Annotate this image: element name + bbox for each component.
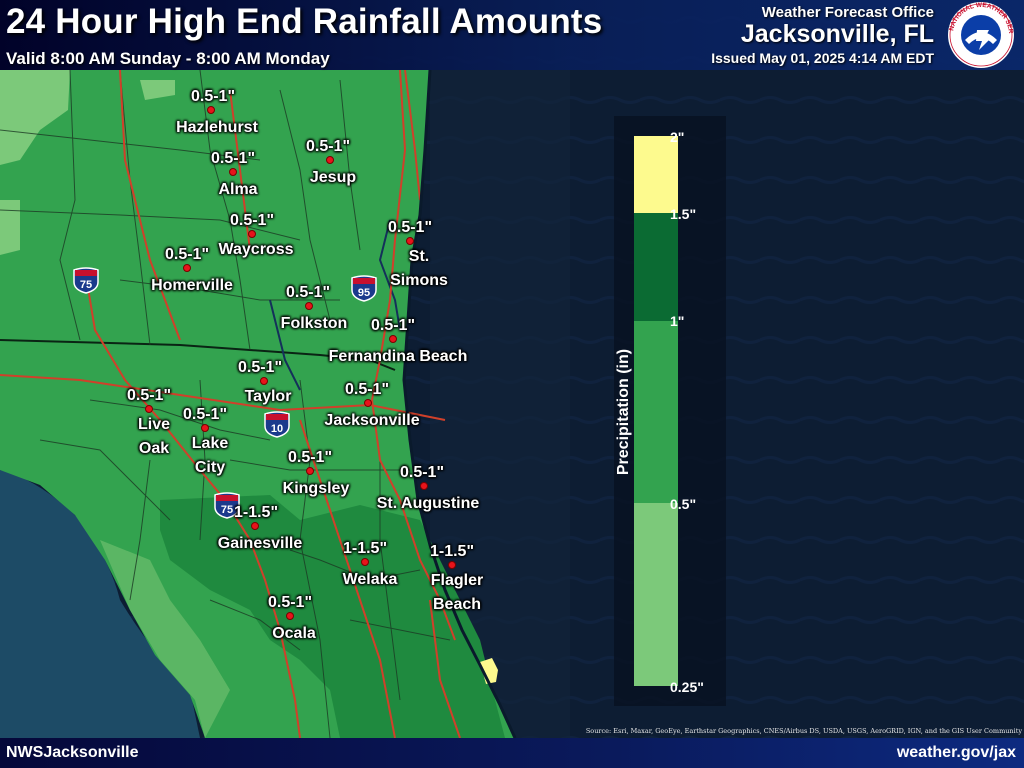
- city-name: Homerville: [151, 277, 233, 294]
- shield-number: 10: [271, 423, 283, 435]
- city-amount: 0.5-1": [370, 317, 416, 334]
- county-lines: [0, 69, 451, 739]
- city-name: Alma: [218, 181, 258, 198]
- city-amount: 1-1.5": [429, 543, 475, 560]
- legend-color-bar: [634, 136, 678, 686]
- city-name: Hazlehurst: [176, 119, 258, 136]
- office-city: Jacksonville, FL: [740, 20, 934, 48]
- office-label: Weather Forecast Office: [761, 4, 934, 21]
- river: [269, 299, 301, 391]
- city-name: Taylor: [244, 388, 292, 405]
- interstate-75-shield-south: 75: [213, 491, 241, 519]
- city-dot: [306, 467, 314, 475]
- legend-tick-0.25: 0.25": [670, 679, 704, 695]
- legend-tick-1.5: 1.5": [670, 206, 697, 222]
- city-name: St. Augustine: [376, 495, 480, 512]
- city-dot: [406, 237, 414, 245]
- city-dot: [201, 424, 209, 432]
- city-name: St. Simons: [390, 248, 448, 289]
- map-title: 24 Hour High End Rainfall Amounts: [6, 2, 603, 41]
- city-dot: [183, 264, 191, 272]
- city-amount: 0.5-1": [344, 381, 390, 398]
- light-rain-area: [140, 80, 175, 100]
- city-amount: 0.5-1": [237, 359, 283, 376]
- city-dot: [145, 405, 153, 413]
- map-source-attribution: Source: Esri, Maxar, GeoEye, Earthstar G…: [585, 727, 1022, 735]
- shield-number: 75: [80, 279, 92, 291]
- city-amount: 0.5-1": [285, 284, 331, 301]
- city-dot: [326, 156, 334, 164]
- legend-tick-0.5: 0.5": [670, 496, 697, 512]
- legend-swatch-0.25-0.5: [634, 503, 678, 686]
- legend-swatch-0.5-1: [634, 321, 678, 503]
- legend-title: Precipitation (in): [615, 348, 632, 476]
- issued-time: Issued May 01, 2025 4:14 AM EDT: [711, 50, 934, 66]
- city-dot: [207, 106, 215, 114]
- city-amount: 0.5-1": [190, 88, 236, 105]
- river: [378, 219, 401, 331]
- city-amount: 0.5-1": [182, 406, 228, 423]
- city-amount: 0.5-1": [387, 219, 433, 236]
- light-rain-area: [100, 540, 230, 738]
- footer-social-handle: NWSJacksonville: [6, 744, 139, 761]
- coastline: [402, 69, 517, 739]
- city-amount: 0.5-1": [305, 138, 351, 155]
- city-name: Welaka: [342, 571, 398, 588]
- interstate-75-shield-north: 75: [72, 266, 100, 294]
- city-dot: [361, 558, 369, 566]
- shield-number: 95: [358, 287, 370, 299]
- light-rain-area: [0, 70, 70, 165]
- footer-website: weather.gov/jax: [896, 744, 1016, 761]
- city-name: Ocala: [272, 625, 316, 642]
- city-name: Fernandina Beach: [328, 348, 468, 365]
- city-dot: [389, 335, 397, 343]
- city-name: Live Oak: [137, 416, 171, 457]
- legend-tick-1: 1": [670, 313, 685, 329]
- legend-swatch-1.5-2: [634, 136, 678, 213]
- shield-number: 75: [221, 504, 233, 516]
- nws-logo-icon: NATIONAL WEATHER SERVICE: [937, 0, 1023, 70]
- city-amount: 0.5-1": [287, 449, 333, 466]
- interstate-95-shield: 95: [350, 274, 378, 302]
- city-dot: [364, 399, 372, 407]
- legend-swatch-1-1.5: [634, 213, 678, 321]
- city-dot: [305, 302, 313, 310]
- city-name: Waycross: [218, 241, 294, 258]
- city-amount: 0.5-1": [229, 212, 275, 229]
- city-name: Jacksonville: [324, 412, 420, 429]
- city-amount: 0.5-1": [126, 387, 172, 404]
- header-bar: 24 Hour High End Rainfall Amounts Valid …: [0, 0, 1024, 70]
- city-amount: 0.5-1": [210, 150, 256, 167]
- city-name: Lake City: [191, 435, 229, 476]
- city-amount: 1-1.5": [233, 504, 279, 521]
- city-amount: 0.5-1": [399, 464, 445, 481]
- footer-bar: NWSJacksonville weather.gov/jax: [0, 738, 1024, 768]
- city-dot: [260, 377, 268, 385]
- legend-tick-2: 2": [670, 129, 685, 145]
- city-dot: [286, 612, 294, 620]
- gulf-of-mexico: [0, 470, 200, 738]
- city-dot: [248, 230, 256, 238]
- city-amount: 0.5-1": [267, 594, 313, 611]
- max-rain-spot: [480, 658, 498, 684]
- valid-period: Valid 8:00 AM Sunday - 8:00 AM Monday: [6, 49, 330, 68]
- roads: [0, 69, 461, 739]
- city-name: Kingsley: [282, 480, 350, 497]
- interstate-10-shield: 10: [263, 410, 291, 438]
- city-dot: [448, 561, 456, 569]
- city-name: Folkston: [280, 315, 348, 332]
- city-name: Jesup: [309, 169, 357, 186]
- city-name: Flagler Beach: [430, 572, 484, 613]
- city-name: Gainesville: [217, 535, 303, 552]
- city-dot: [420, 482, 428, 490]
- city-dot: [229, 168, 237, 176]
- light-rain-area: [0, 200, 20, 255]
- city-dot: [251, 522, 259, 530]
- precipitation-legend: 2" 1.5" 1" 0.5" 0.25" Precipitation (in): [614, 116, 726, 706]
- city-amount: 1-1.5": [342, 540, 388, 557]
- city-amount: 0.5-1": [164, 246, 210, 263]
